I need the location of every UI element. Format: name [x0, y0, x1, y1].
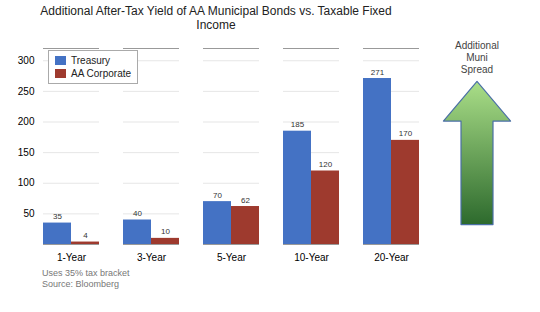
html-text:Source: Bloomberg: Source: Bloomberg [42, 279, 119, 289]
html-text:AA Corporate: AA Corporate [71, 68, 131, 79]
svg-text:170: 170 [399, 129, 413, 138]
svg-text:120: 120 [319, 160, 333, 169]
svg-text:271: 271 [371, 68, 385, 77]
svg-text:40: 40 [133, 209, 142, 218]
svg-text:100: 100 [18, 177, 35, 188]
svg-text:62: 62 [241, 196, 250, 205]
html-text:Treasury: Treasury [71, 55, 111, 66]
html-text:Additional Muni Spread: Additional Muni Spread [455, 40, 499, 75]
svg-text:10: 10 [161, 227, 170, 236]
svg-text:50: 50 [23, 208, 35, 219]
svg-text:35: 35 [53, 212, 62, 221]
svg-text:4: 4 [83, 231, 88, 240]
svg-text:150: 150 [18, 147, 35, 158]
svg-text:250: 250 [18, 86, 35, 97]
svg-text:300: 300 [18, 55, 35, 66]
svg-text:3-Year: 3-Year [137, 252, 167, 263]
svg-text:1-Year: 1-Year [57, 252, 87, 263]
svg-text:20-Year: 20-Year [374, 252, 409, 263]
html-text:Uses 35% tax bracket: Uses 35% tax bracket [42, 268, 130, 278]
svg-text:10-Year: 10-Year [294, 252, 329, 263]
svg-text:5-Year: 5-Year [217, 252, 247, 263]
svg-text:185: 185 [291, 120, 305, 129]
html-text:Additional After-Tax Yield of: Additional After-Tax Yield of AA Municip… [40, 4, 392, 32]
svg-text:200: 200 [18, 116, 35, 127]
svg-text:70: 70 [213, 191, 222, 200]
